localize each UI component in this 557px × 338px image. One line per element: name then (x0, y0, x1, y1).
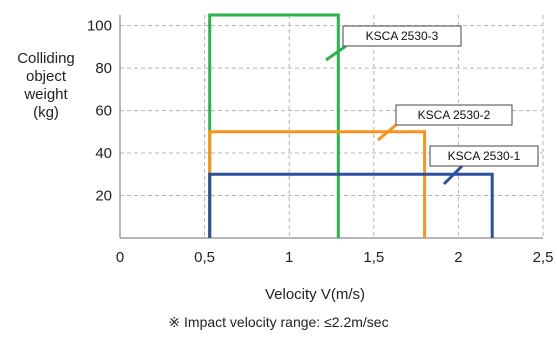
series-callout-box-2 (395, 104, 513, 126)
series-callout-line-3 (442, 164, 464, 186)
x-tick-label-1: 0,5 (194, 249, 215, 266)
series-callout-line-1 (325, 44, 347, 62)
series-line-1 (208, 13, 340, 238)
y-tick-label-4: 100 (87, 18, 112, 35)
series-label-1: KSCA 2530-3 (366, 29, 439, 43)
x-tick-label-5: 2,5 (533, 249, 554, 266)
x-tick-label-0: 0 (116, 249, 124, 266)
series-line-3 (208, 172, 494, 238)
x-tick-label-2: 1 (285, 249, 293, 266)
x-axis-label: Velocity V(m/s) (264, 286, 366, 303)
impact-velocity-note: ※ Impact velocity range: ≤2.2m/sec (168, 314, 389, 330)
x-tick-label-3: 1,5 (363, 249, 384, 266)
series-callout-box-1 (342, 25, 462, 47)
y-tick-label-0: 20 (95, 188, 112, 205)
series-label-2: KSCA 2530-2 (418, 108, 491, 122)
y-tick-label-1: 40 (95, 145, 112, 162)
series-label-3: KSCA 2530-1 (448, 149, 521, 163)
series-callout-box-3 (429, 145, 539, 167)
x-tick-label-4: 2 (454, 249, 462, 266)
y-tick-label-3: 80 (95, 60, 112, 77)
y-tick-label-2: 60 (95, 103, 112, 120)
series-callout-line-2 (377, 123, 397, 142)
y-axis-label: Colliding object weight (kg) (17, 50, 75, 121)
series-line-2 (208, 130, 427, 238)
